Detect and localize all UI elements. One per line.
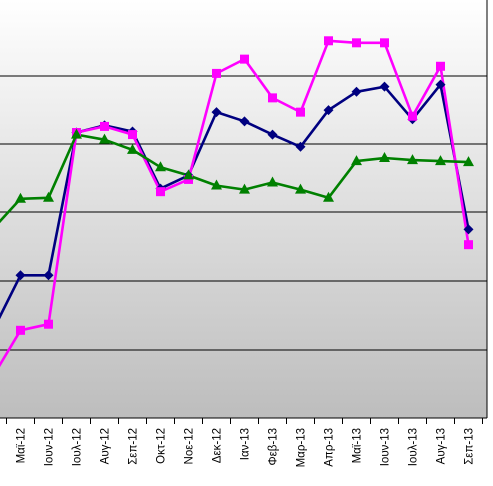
series-3-point [239, 183, 250, 194]
series-3-point [463, 156, 474, 167]
series-2-point [212, 68, 221, 78]
series-1-point [295, 141, 306, 152]
x-tick-label: Μαϊ-12 [16, 428, 28, 463]
series-3-point [183, 169, 194, 180]
series-1-point [267, 129, 278, 140]
series-3-point [435, 155, 446, 166]
series-3-point [15, 192, 26, 203]
series-3-point [267, 176, 278, 187]
series-3-point [323, 191, 334, 202]
series-markers [15, 36, 474, 335]
series-1-point [351, 86, 362, 97]
series-3-point [43, 191, 54, 202]
series-2-point [296, 107, 305, 117]
x-tick-label: Νοε-12 [184, 428, 196, 464]
series-3-point [127, 143, 138, 154]
x-tick-label: Μαρ-13 [296, 428, 308, 467]
series-2-point [324, 36, 333, 46]
series-2-point [436, 61, 445, 71]
x-tick-label: Αυγ-13 [436, 428, 448, 464]
x-tick-label: Σεπ-13 [464, 428, 476, 465]
series-2-point [16, 325, 25, 335]
series-line-3 [0, 133, 469, 224]
x-tick-labels: Μαϊ-12 Ιουν-12 Ιουλ-12 Αυγ-12 Σεπ-12 Οκτ-12 Νο… [16, 428, 476, 467]
series-1-point [323, 105, 334, 116]
x-tick-label: Απρ-13 [324, 428, 336, 467]
series-2-point [380, 38, 389, 48]
series-3-point [379, 152, 390, 163]
x-tick-label: Ιαν-13 [240, 428, 252, 460]
series-3-point [407, 154, 418, 165]
series-lines [0, 39, 470, 368]
series-2-point [240, 54, 249, 64]
x-tick-label: Σεπ-12 [128, 428, 140, 465]
series-1-point [435, 79, 446, 90]
x-tick-label: Ιουν-12 [44, 428, 56, 466]
x-tick-label: Ιουλ-12 [72, 428, 84, 466]
series-3-point [295, 183, 306, 194]
gridlines [0, 75, 487, 351]
series-2-point [100, 121, 109, 131]
x-tick-label: Οκτ-12 [156, 428, 168, 464]
series-2-point [352, 38, 361, 48]
x-tick-label: Ιουν-13 [380, 428, 392, 466]
series-3-point [99, 133, 110, 144]
series-3-point [211, 179, 222, 190]
series-1-point [15, 270, 26, 281]
series-2-point [156, 187, 165, 197]
x-tick-label: Μαϊ-13 [352, 428, 364, 463]
series-1-point [379, 81, 390, 92]
series-2-point [408, 111, 417, 121]
series-1-point [239, 116, 250, 127]
plot-area [0, 0, 487, 418]
series-1-point [463, 224, 474, 235]
series-2-point [44, 319, 53, 329]
x-tick-label: Δεκ-12 [212, 428, 224, 463]
series-3-point [351, 155, 362, 166]
x-tick-label: Φεβ-13 [268, 428, 280, 466]
series-3-point [71, 128, 82, 139]
series-2-point [464, 240, 473, 250]
series-2-point [268, 93, 277, 103]
series-2-point [128, 130, 137, 140]
series-1-point [43, 270, 54, 281]
series-2-point [184, 174, 193, 184]
x-tick-label: Αυγ-12 [100, 428, 112, 464]
series-line-2 [0, 39, 470, 368]
series-3-point [155, 161, 166, 172]
x-tick-label: Ιουλ-13 [408, 428, 420, 466]
x-axis-ticks [6, 418, 483, 424]
series-1-point [211, 107, 222, 118]
